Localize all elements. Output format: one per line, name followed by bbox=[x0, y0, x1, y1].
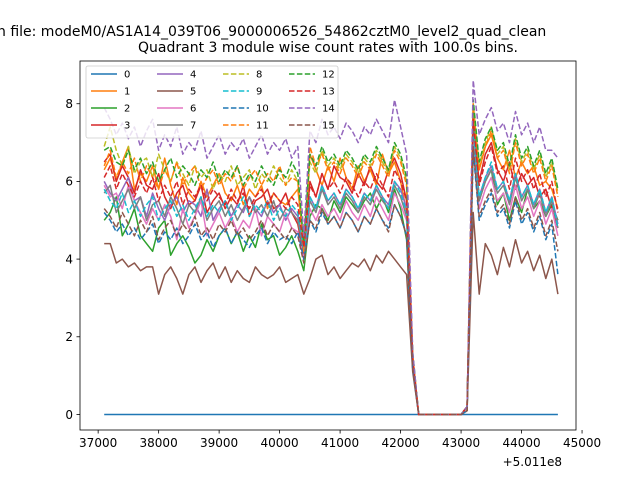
series-line-11 bbox=[103, 102, 559, 416]
legend-label-1: 1 bbox=[124, 87, 130, 98]
figure-suptitle: n file: modeM0/AS1A14_039T06_9000006526_… bbox=[0, 24, 546, 40]
x-tick-label-41000: 41000 bbox=[321, 436, 359, 450]
y-tick-label-6: 6 bbox=[65, 175, 73, 189]
legend-label-8: 8 bbox=[256, 70, 262, 81]
series-line-15 bbox=[103, 145, 559, 416]
legend-label-15: 15 bbox=[322, 121, 335, 132]
series-line-9 bbox=[103, 126, 559, 416]
series-line-3 bbox=[103, 126, 559, 416]
chart-title: Quadrant 3 module wise count rates with … bbox=[138, 40, 518, 56]
x-tick-label-44000: 44000 bbox=[502, 436, 540, 450]
legend-label-5: 5 bbox=[190, 87, 196, 98]
x-tick-label-39000: 39000 bbox=[200, 436, 238, 450]
series-layer bbox=[103, 79, 559, 416]
legend-box bbox=[85, 65, 339, 139]
series-line-6 bbox=[103, 130, 559, 416]
legend-label-2: 2 bbox=[124, 104, 130, 115]
y-tick-label-0: 0 bbox=[65, 408, 73, 422]
y-tick-label-4: 4 bbox=[65, 252, 73, 266]
series-line-10 bbox=[103, 149, 559, 416]
legend-label-9: 9 bbox=[256, 87, 262, 98]
x-tick-label-45000: 45000 bbox=[563, 436, 601, 450]
y-tick-label-2: 2 bbox=[65, 330, 73, 344]
x-tick-label-38000: 38000 bbox=[140, 436, 178, 450]
axes-frame bbox=[79, 60, 577, 431]
x-tick-label-37000: 37000 bbox=[79, 436, 117, 450]
legend-label-6: 6 bbox=[190, 104, 196, 115]
x-tick-label-40000: 40000 bbox=[261, 436, 299, 450]
legend-label-13: 13 bbox=[322, 87, 335, 98]
series-line-13 bbox=[103, 118, 559, 416]
legend-label-7: 7 bbox=[190, 121, 196, 132]
legend-label-14: 14 bbox=[322, 104, 335, 115]
legend-label-3: 3 bbox=[124, 121, 130, 132]
y-tick-label-8: 8 bbox=[65, 97, 73, 111]
x-tick-label-43000: 43000 bbox=[442, 436, 480, 450]
legend-label-10: 10 bbox=[256, 104, 269, 115]
legend-label-11: 11 bbox=[256, 121, 269, 132]
x-tick-label-42000: 42000 bbox=[381, 436, 419, 450]
series-line-12 bbox=[103, 99, 559, 416]
series-line-7 bbox=[103, 122, 559, 416]
series-line-8 bbox=[103, 106, 559, 416]
x-axis-offset-label: +5.011e8 bbox=[503, 455, 562, 469]
series-line-5 bbox=[104, 211, 559, 416]
axes-layer: 37000 38000 39000 40000 41000 42000 43000 44000… bbox=[65, 60, 601, 450]
legend-label-0: 0 bbox=[124, 70, 130, 81]
legend-label-4: 4 bbox=[190, 70, 196, 81]
legend-label-12: 12 bbox=[322, 70, 335, 81]
